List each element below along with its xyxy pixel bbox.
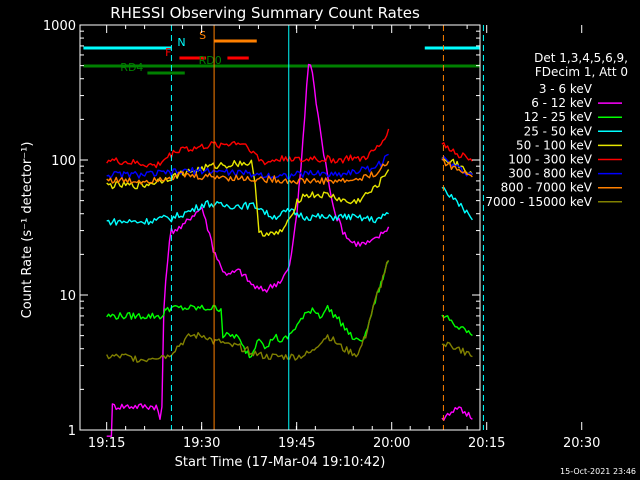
flag-label-s: S [199,29,206,42]
legend-label-100-300: 100 - 300 keV [508,153,592,167]
legend: Det 1,3,4,5,6,9,FDecim 1, Att 0 3 - 6 keV… [485,51,628,209]
y-tick-label: 100 [51,154,76,169]
legend-header-line: Det 1,3,4,5,6,9, [534,51,628,65]
vertical-markers [170,25,484,430]
series-layer [106,63,473,437]
legend-header-line: FDecim 1, Att 0 [535,65,628,79]
render-timestamp: 15-Oct-2021 23:46 [560,467,636,476]
legend-label-25-50: 25 - 50 keV [524,124,593,138]
series-100-300-kev [106,128,390,169]
series-25-50-kev-after-gap [441,186,473,221]
flag-label-n: N [177,36,185,49]
y-tick-label: 1 [68,424,76,439]
legend-label-300-800: 300 - 800 keV [508,167,592,181]
x-tick-label: 19:45 [278,436,315,451]
series-25-50-kev [106,200,389,226]
series-12-25-kev-after-gap [441,314,473,337]
x-tick-label: 19:30 [183,436,220,451]
y-tick-label: 10 [59,289,76,304]
x-axis-label: Start Time (17-Mar-04 19:10:42) [175,455,386,470]
x-tick-label: 20:15 [468,436,505,451]
legend-label-50-100: 50 - 100 keV [516,138,593,152]
legend-label-6-12: 6 - 12 keV [531,96,593,110]
axes: 1 10 100 1000 19:15 19:30 19:45 20:00 20:15 20:30… [43,19,601,451]
flag-label-f: F [165,46,171,59]
series-800-7000-kev-after-gap [441,158,473,178]
series-7000-15000-kev-after-gap [441,341,473,358]
plot-frame [79,24,481,431]
series-100-300-kev-after-gap [441,142,473,162]
y-tick-label: 1000 [43,19,76,34]
series-3-6-kev [106,92,389,437]
legend-label-7000-15000: 7000 - 15000 keV [485,195,592,209]
x-tick-label: 20:00 [373,436,410,451]
series-50-100-kev-after-gap [441,157,473,175]
series-12-25-kev [106,260,390,359]
series-6-12-kev-after-gap [441,406,473,421]
series-300-800-kev [106,153,389,180]
chart-title: RHESSI Observing Summary Count Rates [110,4,420,22]
flag-label-rd0: RD0 [199,54,222,67]
x-tick-label: 19:15 [88,436,125,451]
series-6-12-kev [106,63,390,437]
legend-label-3-6: 3 - 6 keV [539,82,593,96]
x-tick-label: 20:30 [563,436,600,451]
series-800-7000-kev [106,160,390,185]
legend-label-800-7000: 800 - 7000 keV [501,181,593,195]
flag-label-rd4: RD4 [120,61,143,74]
series-7000-15000-kev [106,260,390,363]
y-axis-label: Count Rate (s⁻¹ detector⁻¹) [20,142,35,319]
legend-label-12-25: 12 - 25 keV [524,110,593,124]
observing-flags: NF S RD0 RD4 [83,29,480,75]
series-50-100-kev [106,159,390,237]
